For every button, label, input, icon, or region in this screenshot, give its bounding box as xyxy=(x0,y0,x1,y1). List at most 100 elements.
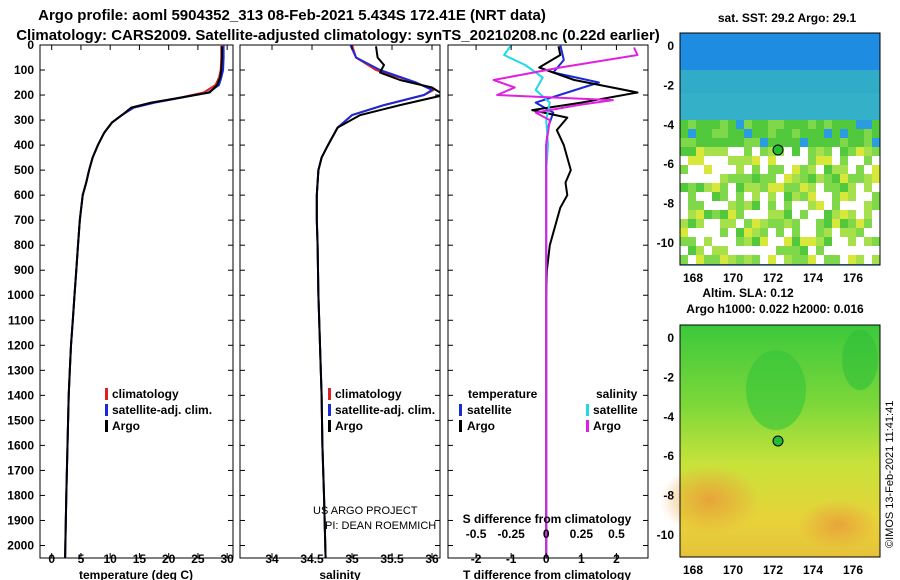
sst-pixel xyxy=(832,120,840,129)
sst-pixel xyxy=(872,156,880,165)
sst-pixel xyxy=(840,156,848,165)
x-tick-label: 25 xyxy=(191,552,205,566)
sst-pixel xyxy=(792,120,800,129)
map-y-tick-label: 0 xyxy=(667,39,674,53)
sst-pixel xyxy=(696,120,704,129)
sst-pixel xyxy=(872,120,880,129)
sst-pixel xyxy=(728,219,736,228)
sst-pixel xyxy=(784,210,792,219)
sst-pixel xyxy=(704,165,712,174)
legend-argo: Argo xyxy=(335,419,363,433)
sst-pixel xyxy=(728,246,736,255)
sla-map-title-2: Argo h1000: 0.022 h2000: 0.016 xyxy=(686,302,864,316)
sst-pixel xyxy=(824,228,832,237)
y-tick-label: 700 xyxy=(14,213,34,227)
sst-map xyxy=(679,32,881,266)
sst-pixel xyxy=(688,228,696,237)
sst-pixel xyxy=(704,246,712,255)
legend-swatch-t-satellite xyxy=(459,404,462,416)
y-tick-label: 1700 xyxy=(7,463,34,477)
sst-pixel xyxy=(808,255,816,264)
map-x-tick-label: 170 xyxy=(723,563,743,577)
sst-pixel xyxy=(832,255,840,264)
sst-pixel xyxy=(728,228,736,237)
sst-pixel xyxy=(704,183,712,192)
sst-pixel xyxy=(808,210,816,219)
sst-pixel xyxy=(864,138,872,147)
y-tick-label: 900 xyxy=(14,263,34,277)
sst-pixel xyxy=(688,237,696,246)
series-climatology xyxy=(315,45,435,558)
sst-map-frame xyxy=(679,32,881,266)
temperature-plot xyxy=(64,45,225,558)
sst-pixel xyxy=(824,201,832,210)
sst-pixel xyxy=(848,246,856,255)
sst-pixel xyxy=(728,120,736,129)
sst-pixel xyxy=(760,147,768,156)
sst-pixel xyxy=(808,138,816,147)
sst-pixel xyxy=(832,147,840,156)
temperature-panel xyxy=(39,44,234,559)
sst-pixel xyxy=(760,246,768,255)
sst-pixel xyxy=(864,192,872,201)
sst-pixel xyxy=(712,120,720,129)
sst-pixel xyxy=(784,201,792,210)
sst-pixel xyxy=(824,129,832,138)
sst-pixel xyxy=(768,210,776,219)
sst-pixel xyxy=(816,219,824,228)
sst-pixel xyxy=(848,192,856,201)
sst-pixel xyxy=(808,129,816,138)
sst-pixel xyxy=(832,219,840,228)
map-x-tick-label: 168 xyxy=(683,271,703,285)
sst-pixel xyxy=(832,246,840,255)
sst-pixel xyxy=(720,147,728,156)
sst-pixel xyxy=(824,165,832,174)
sst-map-title: sat. SST: 29.2 Argo: 29.1 xyxy=(718,11,857,25)
sst-pixel xyxy=(768,174,776,183)
sst-pixel xyxy=(808,120,816,129)
sst-pixel xyxy=(816,147,824,156)
sst-pixel xyxy=(720,228,728,237)
legend-climatology: climatology xyxy=(112,387,179,401)
sst-pixel xyxy=(696,174,704,183)
x-tick-label: 35.5 xyxy=(380,552,404,566)
sst-pixel xyxy=(744,201,752,210)
sst-pixel xyxy=(720,156,728,165)
sst-pixel xyxy=(872,201,880,210)
sst-pixel xyxy=(720,174,728,183)
map-y-tick-label: -8 xyxy=(663,197,674,211)
series-t-satellite xyxy=(534,45,600,558)
sla-low-anomaly xyxy=(746,350,806,430)
map-x-tick-label: 168 xyxy=(683,563,703,577)
sst-pixel xyxy=(808,174,816,183)
map-x-tick-label: 172 xyxy=(763,563,783,577)
sst-pixel xyxy=(864,228,872,237)
sst-pixel xyxy=(736,165,744,174)
sst-pixel xyxy=(760,165,768,174)
sst-pixel xyxy=(680,228,688,237)
sst-pixel xyxy=(712,129,720,138)
sst-pixel xyxy=(776,219,784,228)
sst-pixel xyxy=(864,237,872,246)
sst-pixel xyxy=(832,192,840,201)
sst-pixel xyxy=(712,201,720,210)
sst-pixel xyxy=(704,120,712,129)
sst-pixel xyxy=(856,255,864,264)
y-tick-label: 1200 xyxy=(7,338,34,352)
sst-pixel xyxy=(816,210,824,219)
sst-pixel xyxy=(832,210,840,219)
sst-pixel xyxy=(696,246,704,255)
sst-pixel xyxy=(824,120,832,129)
map-y-tick-label: -10 xyxy=(657,236,675,250)
sst-pixel xyxy=(848,228,856,237)
sst-pixel xyxy=(864,219,872,228)
sst-pixel xyxy=(840,201,848,210)
sst-pixel xyxy=(744,210,752,219)
sst-pixel xyxy=(712,183,720,192)
sst-pixel xyxy=(712,210,720,219)
sst-pixel xyxy=(744,129,752,138)
sst-pixel xyxy=(752,255,760,264)
sst-pixel xyxy=(776,174,784,183)
sst-pixel xyxy=(800,156,808,165)
sst-pixel xyxy=(808,237,816,246)
